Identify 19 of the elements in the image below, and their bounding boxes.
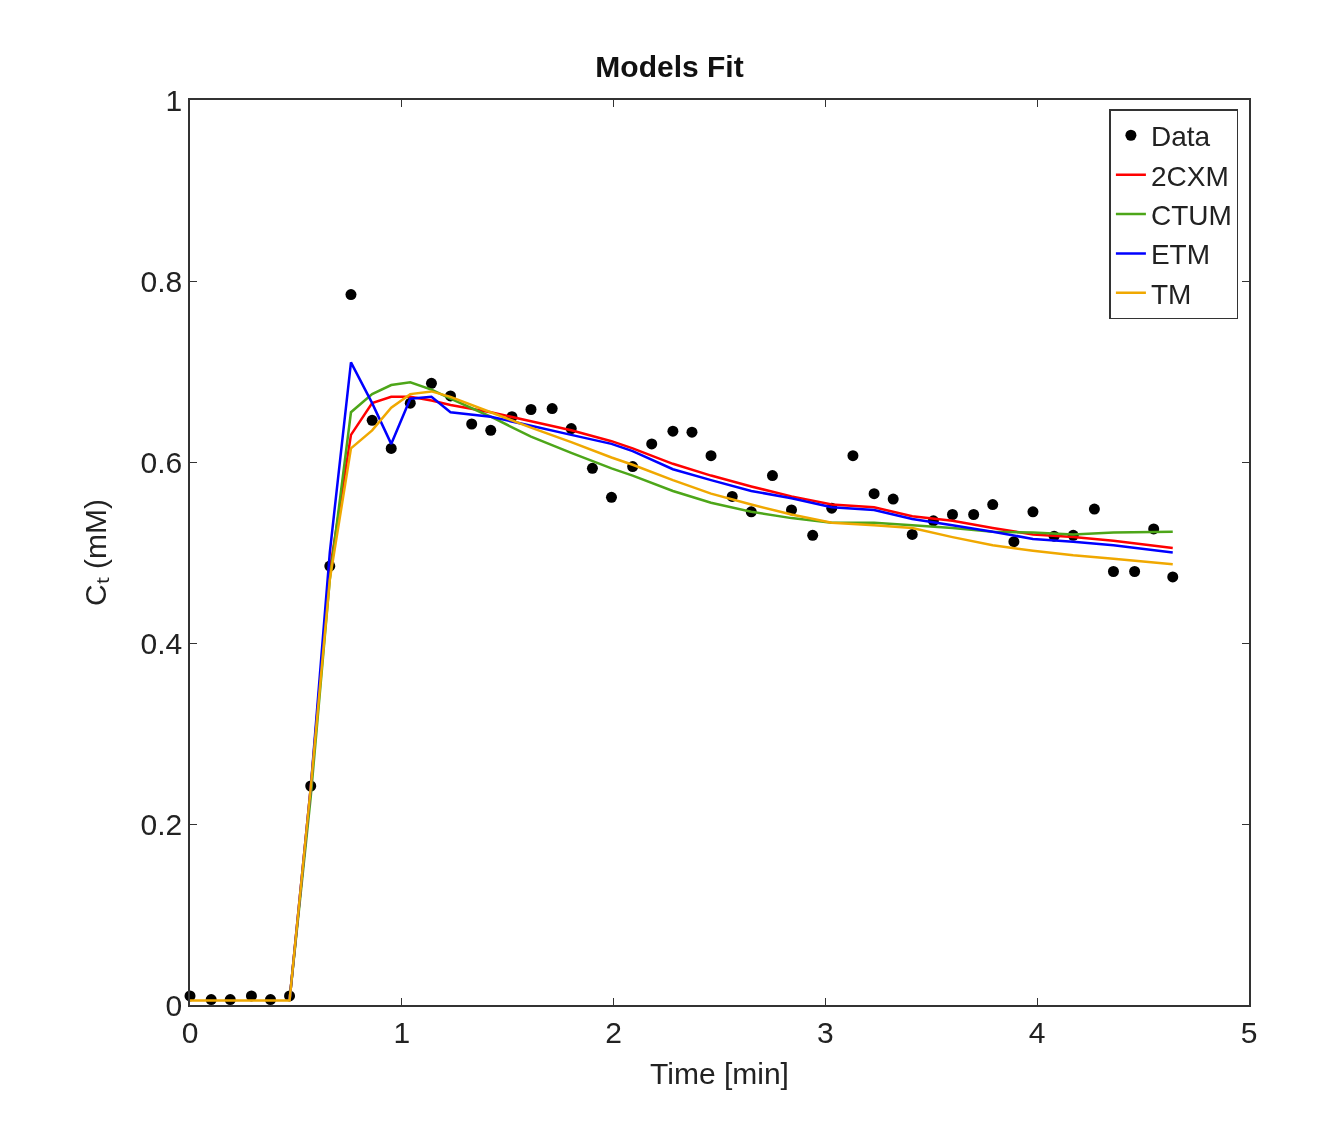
y-tick-label: 1 — [165, 83, 183, 117]
legend-label: CTUM — [1150, 199, 1232, 231]
y-tick-label: 0 — [165, 988, 183, 1022]
x-tick-label: 1 — [393, 1015, 411, 1049]
x-axis-title: Time [min] — [650, 1056, 789, 1090]
legend-label: 2CXM — [1150, 160, 1229, 192]
chart-title: Models Fit — [595, 50, 744, 84]
x-tick-label: 4 — [1028, 1015, 1046, 1049]
x-tick-label: 2 — [605, 1015, 622, 1049]
y-axis-title: Cₜ (mM) — [79, 499, 113, 606]
y-tick-label: 0.8 — [140, 264, 183, 298]
legend-label: TM — [1150, 278, 1192, 310]
y-tick-label: 0.2 — [140, 807, 183, 841]
x-tick-label: 3 — [817, 1015, 834, 1049]
y-tick-label: 0.6 — [140, 445, 183, 479]
y-tick-label: 0.4 — [140, 626, 183, 660]
x-tick-label: 5 — [1240, 1015, 1258, 1049]
legend-label: Data — [1150, 121, 1211, 153]
legend-label: ETM — [1150, 239, 1211, 271]
